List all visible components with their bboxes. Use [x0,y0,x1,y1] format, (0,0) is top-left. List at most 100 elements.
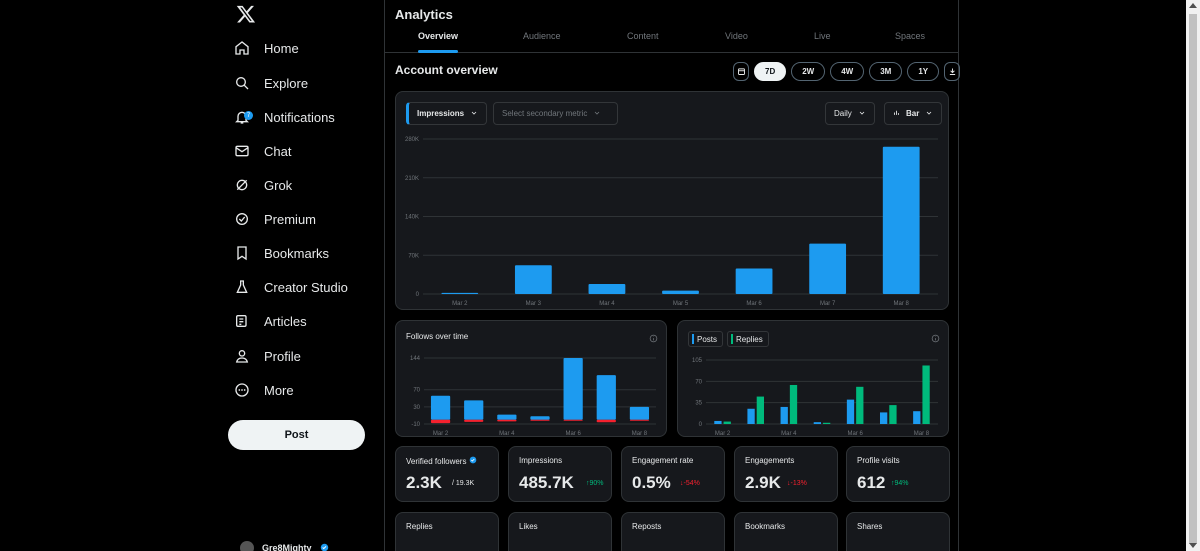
follows-chart-card: Follows over time -10 30 70 144 Mar 2 Mar 4 Ma… [395,320,667,437]
verified-badge-icon [320,539,329,551]
nav-label: Articles [264,313,307,329]
nav-label: Premium [264,211,317,227]
y-tick-label: 144 [410,356,421,362]
chart-bar [856,386,864,424]
page-title: Analytics [395,7,453,22]
more-icon [220,382,264,398]
scroll-down-icon[interactable] [1189,543,1197,548]
chart-bar [882,146,920,294]
x-tick-label: Mar 8 [914,431,930,437]
metric-card-replies[interactable]: Replies [395,512,499,551]
x-tick-label: Mar 2 [433,431,449,437]
nav-chat[interactable]: Chat [220,134,380,168]
range-3m-button[interactable]: 3M [869,62,903,81]
chevron-down-icon [470,109,478,119]
x-tick-label: Mar 3 [526,301,542,307]
metric-card-likes[interactable]: Likes [508,512,612,551]
calendar-icon[interactable] [733,62,749,81]
nav-profile[interactable]: Profile [220,339,380,373]
tab-spaces[interactable]: Spaces [895,31,926,41]
chart-bar [588,284,626,294]
nav-label: Creator Studio [264,279,348,295]
tab-live[interactable]: Live [814,31,831,41]
verified-icon [220,211,264,227]
nav-label: Explore [264,75,309,91]
range-4w-button[interactable]: 4W [830,62,865,81]
range-1y-button[interactable]: 1Y [907,62,940,81]
chevron-down-icon [593,109,601,119]
metric-card-profile-visits[interactable]: Profile visits 612 ↑94% [846,446,950,502]
tab-audience[interactable]: Audience [523,31,561,41]
chart-bar [596,419,616,423]
nav-label: Bookmarks [264,245,330,261]
legend-label: Posts [697,334,718,344]
range-2w-button[interactable]: 2W [791,62,826,81]
metric-card-engagements[interactable]: Engagements 2.9K ↓-13% [734,446,838,502]
metric-card-reposts[interactable]: Reposts [621,512,725,551]
chart-bar [563,419,583,421]
interval-label: Daily [834,109,852,118]
nav-grok[interactable]: Grok [220,168,380,202]
nav-explore[interactable]: Explore [220,66,380,100]
follows-bar-chart: -10 30 70 144 Mar 2 Mar 4 Mar 6 Mar 8 [410,356,656,437]
nav-home[interactable]: Home [220,31,380,65]
post-button[interactable]: Post [228,420,365,450]
scroll-up-icon[interactable] [1189,3,1197,8]
nav-notifications[interactable]: 7 Notifications [220,100,380,134]
nav-bookmarks[interactable]: Bookmarks [220,236,380,270]
metric-card-engagement-rate[interactable]: Engagement rate 0.5% ↓-54% [621,446,725,502]
tab-content[interactable]: Content [627,31,659,41]
metric-card-verified-followers[interactable]: Verified followers 2.3K / 19.3K [395,446,499,502]
flask-icon [220,279,264,295]
chart-type-label: Bar [906,109,920,118]
avatar [240,541,254,551]
nav-premium[interactable]: Premium [220,202,380,236]
download-icon[interactable] [944,62,961,81]
x-tick-label: Mar 6 [565,431,581,437]
chart-bar [913,411,921,424]
interval-select[interactable]: Daily [825,102,875,125]
tab-video[interactable]: Video [725,31,748,41]
bookmark-icon [220,245,264,261]
legend-replies[interactable]: Replies [727,331,769,347]
x-tick-label: Mar 5 [673,301,689,307]
posts-replies-bar-chart: 0 35 70 105 Mar 2 Mar 4 Mar 6 Mar 8 [692,358,938,437]
chart-bar [530,416,550,420]
chart-bar [514,265,552,294]
x-logo-icon[interactable] [236,4,256,24]
metric-card-impressions[interactable]: Impressions 485.7K ↑90% [508,446,612,502]
chart-bar [464,419,484,422]
x-tick-label: Mar 8 [632,431,648,437]
info-icon[interactable] [649,330,658,348]
metric-label: Engagement rate [632,456,694,465]
metric-card-bookmarks[interactable]: Bookmarks [734,512,838,551]
metric-total: / 19.3K [452,480,475,487]
scrollbar-thumb[interactable] [1189,14,1197,544]
info-icon[interactable] [931,330,940,348]
chart-type-select[interactable]: Bar [884,102,943,125]
chart-bar [735,268,773,294]
legend-posts[interactable]: Posts [688,331,724,347]
nav-articles[interactable]: Articles [220,304,380,338]
tab-overview[interactable]: Overview [418,31,459,41]
chart-bar [747,408,755,424]
metric-card-shares[interactable]: Shares [846,512,950,551]
nav-label: Profile [264,348,301,364]
chart-bar [563,358,583,420]
secondary-metric-select[interactable]: Select secondary metric [493,102,618,125]
metric-trend: ↑94% [891,480,909,487]
x-tick-label: Mar 6 [746,301,762,307]
date-range-selector: 7D 2W 4W 3M 1Y [733,62,961,81]
verified-badge-icon [469,456,477,466]
metric-label: Impressions [519,456,563,465]
nav-more[interactable]: More [220,373,380,407]
page-scrollbar[interactable] [1186,0,1200,551]
y-tick-label: 140K [405,215,419,221]
metric-label-wrap: Verified followers [406,456,477,466]
primary-metric-select[interactable]: Impressions [406,102,488,125]
x-tick-label: Mar 4 [599,301,615,307]
mail-icon [220,143,264,159]
account-switcher[interactable]: Gre8Mighty [240,539,329,551]
nav-creator-studio[interactable]: Creator Studio [220,270,380,304]
range-7d-button[interactable]: 7D [754,62,787,81]
